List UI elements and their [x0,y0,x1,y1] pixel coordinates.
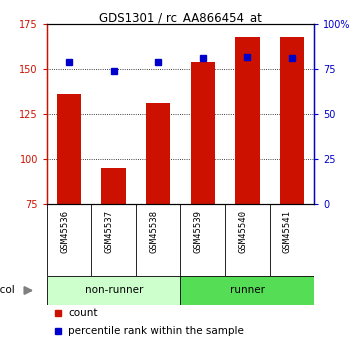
Text: non-runner: non-runner [84,286,143,296]
Bar [57,95,82,204]
Bar [279,37,304,204]
Text: GSM45540: GSM45540 [238,210,247,253]
Bar [47,276,180,305]
Text: GSM45537: GSM45537 [105,210,114,253]
Text: protocol: protocol [0,286,15,296]
Text: GSM45541: GSM45541 [283,210,292,253]
Bar [191,62,215,204]
Bar [180,276,314,305]
Text: GSM45539: GSM45539 [194,210,203,253]
Bar [146,104,170,204]
Text: count: count [68,308,98,318]
Bar [235,37,260,204]
Text: runner: runner [230,286,265,296]
Bar [101,168,126,204]
Text: GSM45538: GSM45538 [149,210,158,253]
Text: percentile rank within the sample: percentile rank within the sample [68,326,244,336]
Text: GSM45536: GSM45536 [60,210,69,253]
Title: GDS1301 / rc_AA866454_at: GDS1301 / rc_AA866454_at [99,11,262,24]
